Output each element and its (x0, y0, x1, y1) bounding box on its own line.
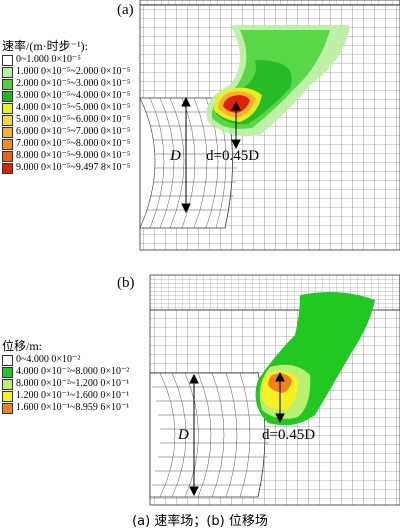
panel-velocity-field: (a) 速率/(m·时步⁻¹): 0~1.000 0×10⁻⁵ 1.000 0×… (0, 0, 400, 255)
displacement-legend: 位移/m: 0~4.000 0×10⁻² 4.000 0×10⁻²~8.000 … (2, 340, 129, 414)
dimension-D-arrow (181, 96, 191, 214)
legend-title: 速率/(m·时步⁻¹): (2, 39, 88, 53)
legend-item: 7.000 0×10⁻⁵~8.000 0×10⁻⁵ (2, 138, 130, 150)
legend-item: 6.000 0×10⁻⁵~7.000 0×10⁻⁵ (2, 126, 130, 138)
depth-label: d=0.45D (206, 148, 260, 164)
panel-displacement-field: (b) 位移/m: 0~4.000 0×10⁻² 4.000 0×10⁻²~8.… (0, 255, 400, 510)
legend-item: 1.200 0×10⁻¹~1.600 0×10⁻¹ (2, 390, 129, 402)
panel-label-b: (b) (117, 275, 135, 291)
legend-item: 8.000 0×10⁻²~1.200 0×10⁻¹ (2, 378, 129, 390)
legend-item: 3.000 0×10⁻⁵~4.000 0×10⁻⁵ (2, 90, 130, 102)
legend-item: 1.600 0×10⁻¹~8.959 6×10⁻¹ (2, 402, 129, 414)
legend-item: 2.000 0×10⁻⁵~3.000 0×10⁻⁵ (2, 78, 130, 90)
legend-item: 0~4.000 0×10⁻² (2, 354, 129, 366)
legend-item: 1.000 0×10⁻⁵~2.000 0×10⁻⁵ (2, 66, 130, 78)
depth-d-arrow (275, 371, 285, 424)
legend-item: 8.000 0×10⁻⁵~9.000 0×10⁻⁵ (2, 150, 130, 162)
legend-item: 4.000 0×10⁻²~8.000 0×10⁻² (2, 366, 129, 378)
diameter-label: D (170, 148, 181, 164)
dimension-D-arrow (189, 373, 199, 497)
legend-item: 4.000 0×10⁻⁵~5.000 0×10⁻⁵ (2, 102, 130, 114)
velocity-field-mesh (139, 0, 400, 251)
legend-item: 0~1.000 0×10⁻⁵ (2, 54, 130, 66)
depth-d-arrow (231, 100, 241, 150)
legend-title: 位移/m: (2, 339, 43, 353)
diameter-label: D (178, 427, 189, 443)
legend-item: 9.000 0×10⁻⁵~9.497 8×10⁻⁵ (2, 162, 130, 174)
depth-label: d=0.45D (262, 427, 316, 443)
panel-label-a: (a) (117, 2, 134, 18)
displacement-field-mesh (149, 274, 400, 506)
velocity-legend: 速率/(m·时步⁻¹): 0~1.000 0×10⁻⁵ 1.000 0×10⁻⁵… (2, 40, 130, 174)
figure-caption: (a) 速率场；(b) 位移场 (132, 514, 268, 529)
legend-item: 5.000 0×10⁻⁵~6.000 0×10⁻⁵ (2, 114, 130, 126)
